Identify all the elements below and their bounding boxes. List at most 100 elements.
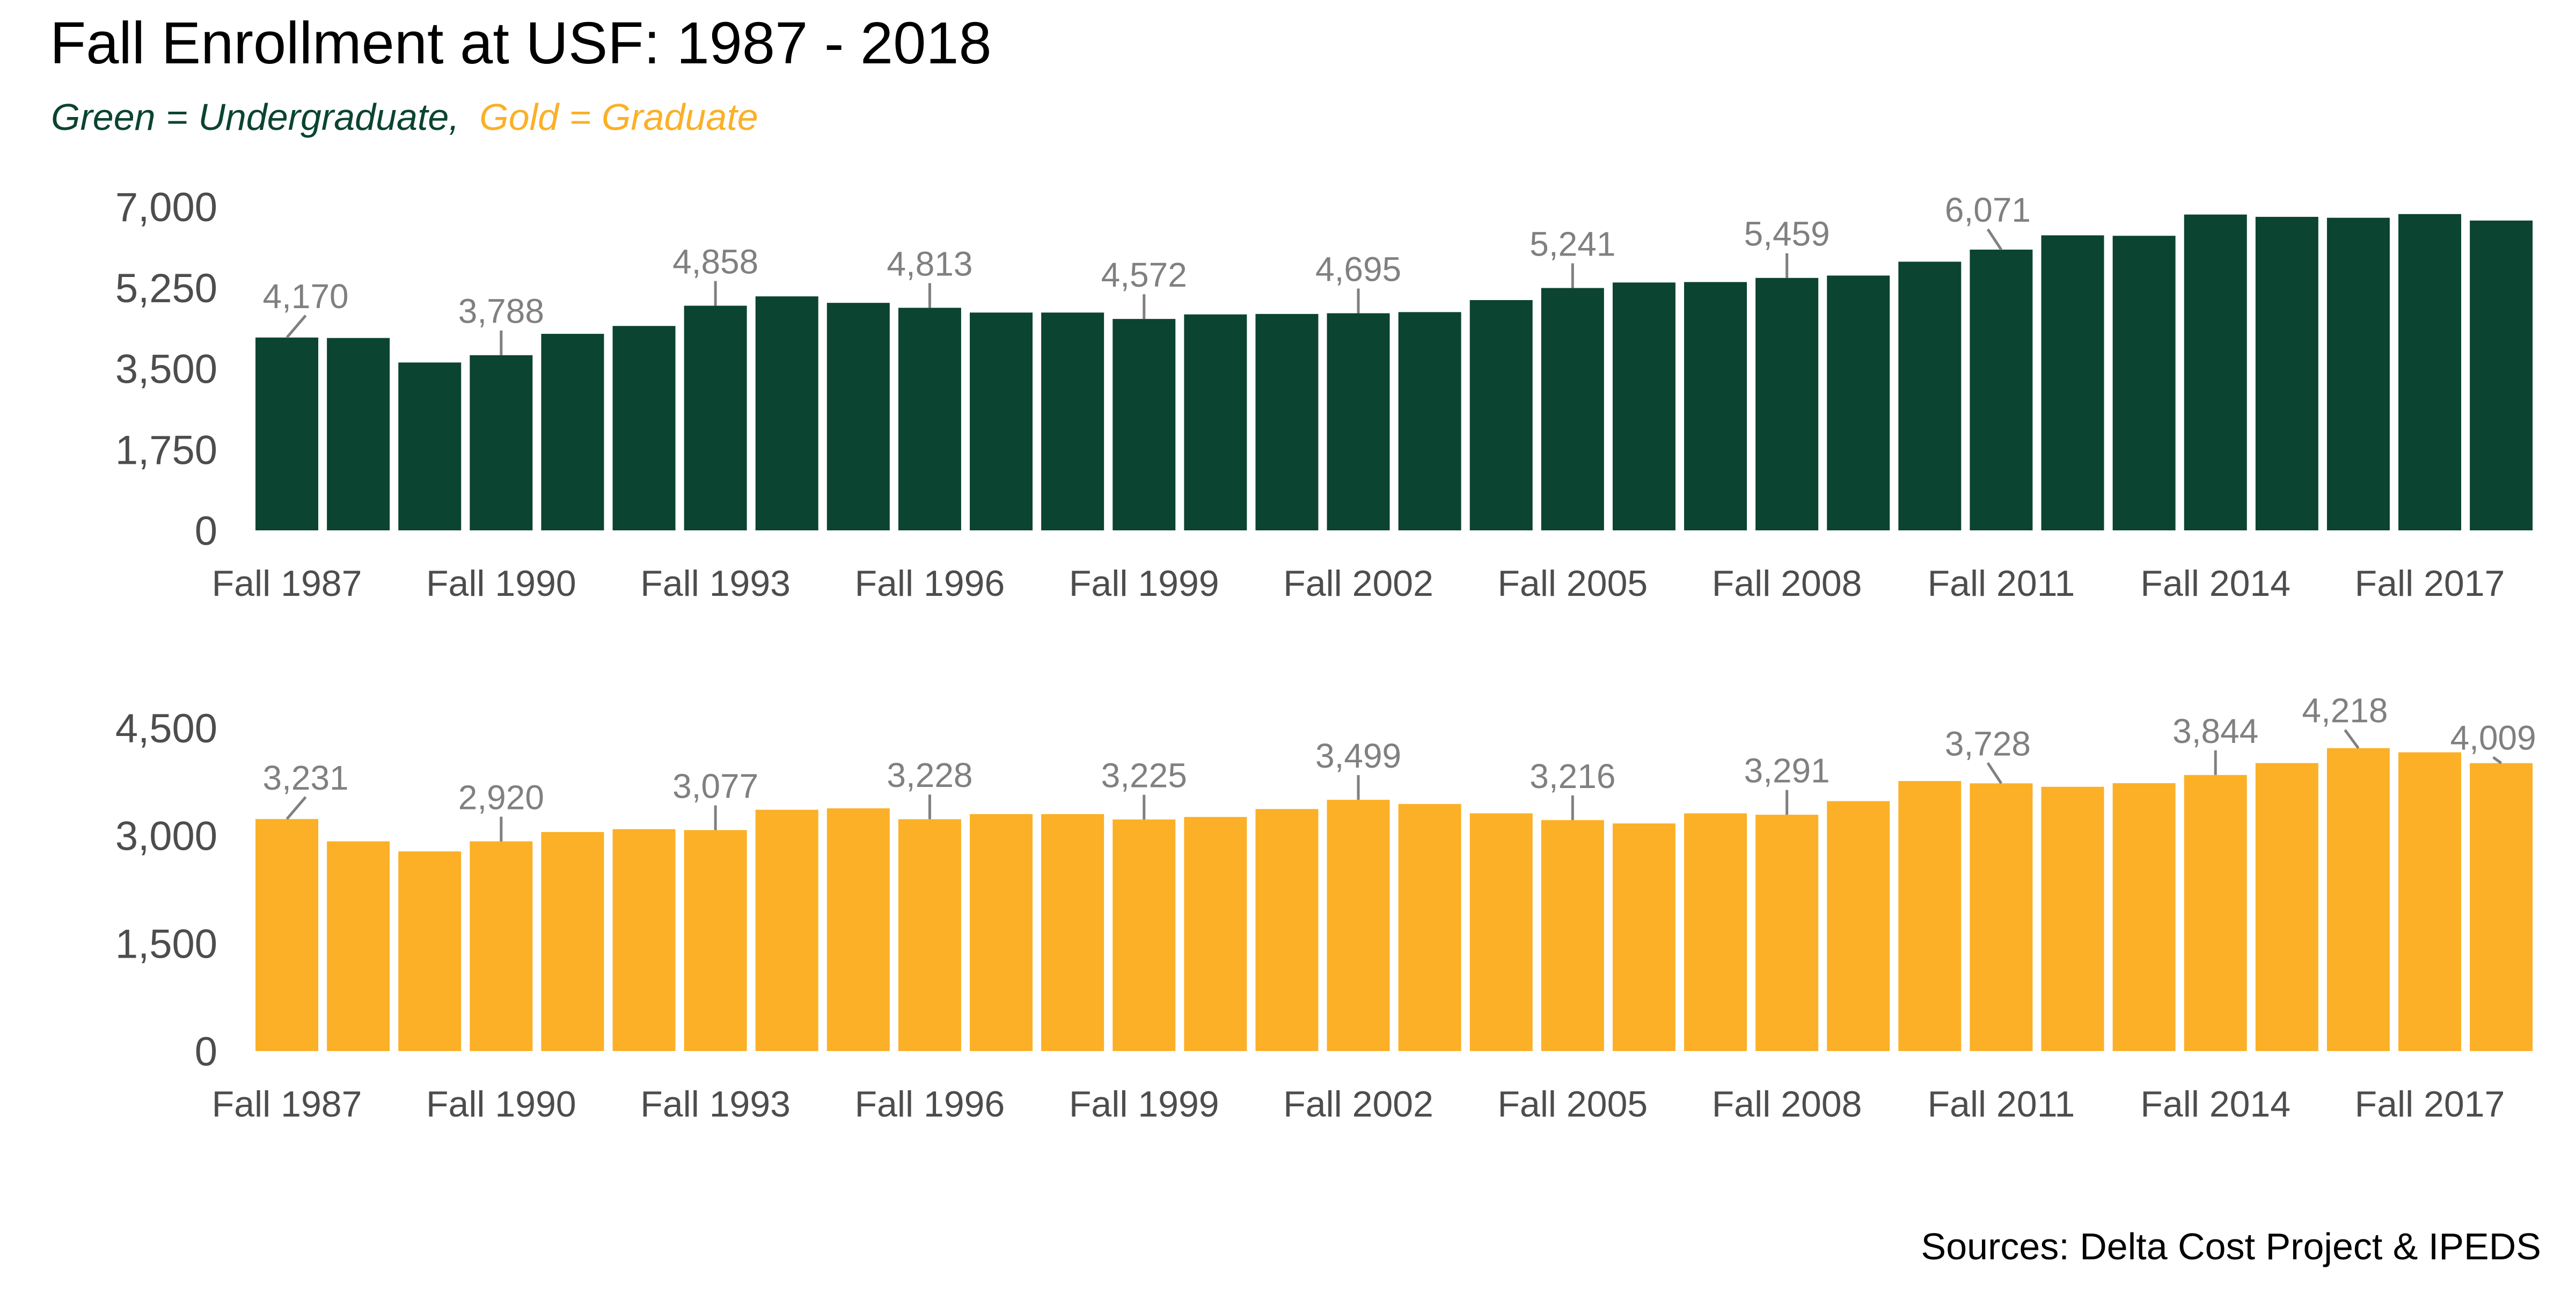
x-tick-label: Fall 2014 — [2140, 563, 2290, 604]
bar-fall-2007 — [1684, 282, 1747, 530]
bar-fall-2013 — [2112, 236, 2176, 530]
bar-fall-2015 — [2255, 216, 2318, 530]
bar-fall-1991 — [541, 333, 604, 530]
bar-fall-2001 — [1255, 809, 1319, 1051]
data-label: 4,218 — [2302, 691, 2388, 730]
bar-fall-2004 — [1469, 813, 1533, 1051]
bar-fall-2004 — [1469, 300, 1533, 530]
bar-fall-1994 — [755, 809, 818, 1051]
x-tick-label: Fall 2005 — [1497, 1084, 1648, 1125]
bar-fall-1999 — [1113, 819, 1176, 1051]
bar-fall-2009 — [1827, 801, 1890, 1051]
y-tick-label: 3,500 — [115, 347, 217, 392]
data-label: 5,459 — [1744, 215, 1830, 253]
x-tick-label: Fall 1990 — [426, 1084, 576, 1125]
bar-fall-1988 — [327, 841, 390, 1051]
data-label: 3,216 — [1529, 757, 1615, 796]
bar-fall-2000 — [1184, 816, 1247, 1051]
bar-fall-2002 — [1327, 799, 1390, 1051]
bar-fall-1988 — [327, 338, 390, 530]
data-label-leader — [286, 315, 307, 339]
y-tick-label: 1,500 — [115, 921, 217, 967]
data-label: 4,695 — [1315, 250, 1401, 289]
data-label-leader — [1986, 228, 2003, 251]
data-label: 4,009 — [2450, 719, 2536, 757]
bar-fall-2018 — [2470, 763, 2533, 1051]
bar-fall-1991 — [541, 832, 604, 1051]
bar-fall-1990 — [470, 355, 533, 530]
bar-fall-2005 — [1541, 820, 1604, 1051]
bar-fall-1993 — [684, 305, 747, 530]
x-tick-label: Fall 1987 — [212, 1084, 362, 1125]
y-tick-label: 3,000 — [115, 814, 217, 859]
bar-fall-1989 — [398, 851, 462, 1051]
bar-fall-2003 — [1398, 312, 1461, 530]
y-tick-label: 5,250 — [115, 266, 217, 311]
bar-fall-2008 — [1755, 278, 1819, 530]
bar-fall-2010 — [1898, 261, 1962, 530]
bar-fall-1993 — [684, 830, 747, 1051]
data-label: 3,291 — [1744, 752, 1830, 790]
data-label: 3,231 — [262, 758, 348, 797]
bar-fall-2001 — [1255, 313, 1319, 530]
bar-fall-2003 — [1398, 804, 1461, 1051]
graduate-panel: 0 1,500 3,000 4,500 Fall 1987 Fall 1990 Fall 1… — [115, 691, 2536, 1125]
subtitle-graduate: Gold = Graduate — [479, 96, 758, 138]
data-label-leader — [2492, 756, 2502, 764]
bar-fall-2006 — [1612, 823, 1675, 1051]
data-label: 3,728 — [1945, 724, 2031, 763]
data-label-leader — [1986, 762, 2003, 784]
x-tick-label: Fall 1993 — [640, 563, 791, 604]
bar-fall-1997 — [970, 312, 1033, 530]
x-tick-label: Fall 2011 — [1928, 563, 2075, 604]
x-tick-label: Fall 2014 — [2140, 1084, 2290, 1125]
data-label: 4,170 — [262, 277, 348, 316]
bar-fall-1990 — [470, 841, 533, 1051]
bar-fall-2017 — [2398, 214, 2462, 531]
bar-fall-1992 — [612, 829, 676, 1051]
bar-fall-1998 — [1041, 814, 1104, 1051]
data-label: 3,499 — [1315, 736, 1401, 775]
data-label: 5,241 — [1529, 225, 1615, 264]
data-label: 3,844 — [2172, 712, 2258, 750]
undergraduate-panel: 0 1,750 3,500 5,250 7,000 Fall 1987 Fall 1990 F… — [115, 185, 2533, 604]
data-label: 2,920 — [458, 778, 544, 816]
bar-fall-2009 — [1827, 275, 1890, 530]
x-tick-label: Fall 2002 — [1283, 563, 1433, 604]
bar-fall-1987 — [255, 819, 319, 1051]
y-tick-label: 1,750 — [115, 427, 217, 473]
data-label-leader — [286, 796, 307, 820]
bar-fall-1999 — [1113, 319, 1176, 530]
data-label: 3,228 — [887, 756, 972, 794]
data-label: 6,071 — [1945, 191, 2031, 229]
x-tick-label: Fall 1987 — [212, 563, 362, 604]
x-tick-label: Fall 1999 — [1069, 1084, 1219, 1125]
x-tick-label: Fall 1990 — [426, 563, 576, 604]
bar-fall-2005 — [1541, 288, 1604, 530]
x-tick-label: Fall 2011 — [1928, 1084, 2075, 1125]
y-tick-label: 0 — [195, 1029, 217, 1075]
bar-fall-1997 — [970, 814, 1033, 1051]
bar-fall-2015 — [2255, 763, 2318, 1051]
bar-fall-1994 — [755, 296, 818, 530]
data-label: 4,572 — [1101, 256, 1187, 294]
bar-fall-2013 — [2112, 783, 2176, 1051]
subtitle-undergraduate: Green = Undergraduate, — [51, 96, 459, 138]
bar-fall-2002 — [1327, 313, 1390, 530]
bar-fall-1992 — [612, 326, 676, 530]
bar-fall-2014 — [2184, 775, 2247, 1051]
bar-fall-1989 — [398, 362, 462, 530]
bar-fall-2017 — [2398, 752, 2462, 1051]
bar-fall-2000 — [1184, 314, 1247, 530]
bar-fall-2012 — [2041, 235, 2104, 530]
chart-subtitle: Green = Undergraduate, Gold = Graduate — [51, 96, 758, 138]
bar-fall-2011 — [1970, 250, 2033, 530]
bar-fall-1995 — [826, 808, 890, 1051]
bar-fall-2007 — [1684, 813, 1747, 1051]
data-label: 3,788 — [458, 292, 544, 331]
bar-fall-2012 — [2041, 786, 2104, 1051]
x-tick-label: Fall 1996 — [855, 563, 1005, 604]
x-tick-label: Fall 1996 — [855, 1084, 1005, 1125]
